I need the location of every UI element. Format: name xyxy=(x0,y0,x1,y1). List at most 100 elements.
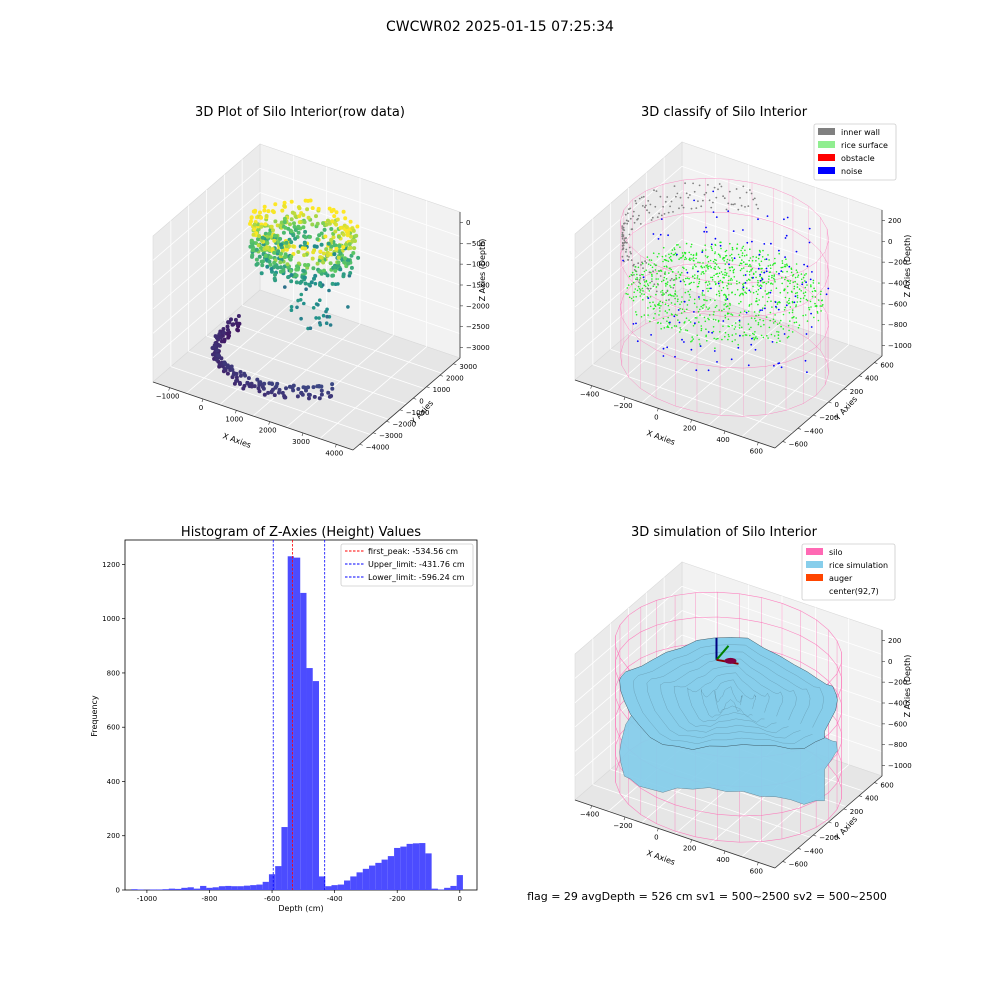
rice-surface-point xyxy=(639,291,641,293)
data-point xyxy=(256,243,261,248)
rice-surface-point xyxy=(769,311,772,314)
data-point xyxy=(318,323,323,327)
inner-wall-point xyxy=(757,207,759,210)
histogram-bar xyxy=(450,885,457,890)
rice-surface-point xyxy=(637,285,640,288)
y-tick-label: 1000 xyxy=(433,386,451,394)
data-point xyxy=(315,221,320,226)
rice-surface-point xyxy=(740,249,742,252)
rice-surface-point xyxy=(635,278,637,281)
rice-surface-point xyxy=(778,322,781,324)
rice-surface-point xyxy=(751,259,754,262)
rice-surface-point xyxy=(782,328,785,330)
rice-surface-point xyxy=(796,271,799,274)
noise-point xyxy=(758,253,761,256)
rice-surface-point xyxy=(685,242,688,245)
rice-surface-point xyxy=(698,278,701,280)
gridline xyxy=(152,168,261,261)
x-tick-label: 200 xyxy=(683,425,696,433)
y-tick-label: 2000 xyxy=(446,374,464,382)
rice-surface-point xyxy=(748,274,751,276)
rice-surface-point xyxy=(689,288,692,291)
rice-surface-point xyxy=(787,280,790,282)
rice-surface-point xyxy=(717,319,720,322)
rice-surface-point xyxy=(707,290,709,292)
rice-surface-point xyxy=(636,289,639,292)
noise-point xyxy=(751,240,753,243)
rice-surface-point xyxy=(696,275,699,277)
rice-surface-point xyxy=(677,319,679,321)
data-point xyxy=(266,390,271,395)
rice-surface-point xyxy=(724,271,726,274)
data-point xyxy=(238,370,243,374)
x-tick-label: 600 xyxy=(750,447,763,455)
data-point xyxy=(302,253,307,258)
rice-surface-point xyxy=(684,258,686,261)
rice-surface-point xyxy=(651,266,654,269)
x-tick-mark xyxy=(590,385,592,389)
rice-surface-point xyxy=(784,278,786,281)
inner-wall-point xyxy=(727,202,730,205)
inner-wall-point xyxy=(702,199,704,202)
data-point xyxy=(272,393,277,398)
data-point xyxy=(242,383,247,388)
rice-surface-point xyxy=(748,304,751,306)
z-tick-label: −400 xyxy=(888,280,907,288)
rice-surface-point xyxy=(816,305,818,307)
rice-surface-point xyxy=(672,254,675,256)
rice-surface-point xyxy=(662,294,664,296)
rice-surface-point xyxy=(783,265,786,268)
data-point xyxy=(261,386,266,391)
rice-surface-point xyxy=(776,323,779,326)
rice-surface-point xyxy=(632,281,635,284)
z-tick-label: −800 xyxy=(888,741,907,749)
inner-wall-point xyxy=(646,209,648,212)
rice-surface-point xyxy=(722,256,725,259)
rice-surface-point xyxy=(718,267,721,270)
rice-surface-point xyxy=(667,304,670,307)
rice-surface-point xyxy=(714,244,717,247)
rice-surface-point xyxy=(662,292,664,294)
histogram-bar xyxy=(181,887,188,890)
data-point xyxy=(314,214,318,219)
rice-surface-point xyxy=(786,264,788,267)
data-point xyxy=(322,251,326,256)
rice-surface-point xyxy=(719,256,721,258)
rice-surface-point xyxy=(710,247,713,250)
data-point xyxy=(330,219,335,224)
rice-surface-point xyxy=(770,300,772,303)
data-point xyxy=(319,242,324,247)
classify-3d-zlabel: Z Axies (Depth) xyxy=(903,235,912,298)
noise-point xyxy=(696,270,699,273)
inner-wall-point xyxy=(676,192,679,195)
inner-wall-point xyxy=(749,189,751,191)
rice-surface-point xyxy=(765,316,768,318)
rice-surface-point xyxy=(762,307,764,310)
rice-surface-point xyxy=(684,256,687,259)
rice-surface-point xyxy=(627,293,629,296)
z-tick-label: −800 xyxy=(888,321,907,329)
simulation-3d-rice-surface xyxy=(619,637,838,805)
data-point xyxy=(289,217,294,222)
rice-surface-point xyxy=(676,295,678,297)
rice-surface-point xyxy=(712,313,715,316)
rice-surface-point xyxy=(768,296,770,299)
inner-wall-point xyxy=(698,184,701,187)
rice-surface-point xyxy=(809,300,812,303)
z-tick-label: −400 xyxy=(888,700,907,708)
rice-surface-point xyxy=(630,297,633,300)
rice-surface-point xyxy=(688,293,691,296)
data-point xyxy=(315,237,320,242)
rice-surface-point xyxy=(693,277,696,280)
y-tick-mark xyxy=(413,397,417,400)
rice-surface-point xyxy=(789,280,792,282)
rice-surface-point xyxy=(786,301,788,303)
rice-surface-point xyxy=(731,340,734,343)
noise-point xyxy=(786,216,789,219)
histogram-bar xyxy=(375,862,382,890)
rice-surface-point xyxy=(679,303,681,306)
rice-surface-point xyxy=(764,290,766,292)
rice-surface-point xyxy=(686,329,689,332)
inner-wall-point xyxy=(629,251,632,253)
inner-wall-point xyxy=(678,207,680,210)
